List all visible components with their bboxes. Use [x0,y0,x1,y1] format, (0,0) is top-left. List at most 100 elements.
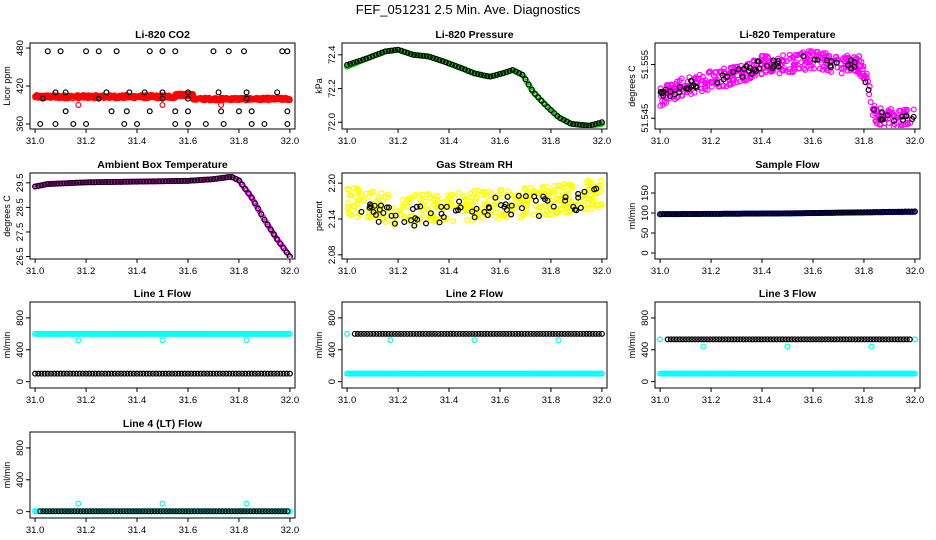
data-point [80,508,87,515]
data-point [595,120,602,127]
data-point [825,336,832,343]
data-point [531,193,538,200]
data-point [555,330,562,337]
data-point [178,370,185,377]
data-point [265,508,272,515]
data-point [405,195,412,202]
data-point [39,95,46,102]
data-point [902,208,909,215]
data-point [480,190,487,197]
data-point [573,121,580,128]
data-point [903,112,910,119]
data-point [762,210,769,217]
data-point [519,212,526,219]
data-point [500,330,507,337]
data-point [466,330,473,337]
data-point [235,108,242,115]
data-point [452,62,459,69]
data-point [773,336,780,343]
data-point [463,207,470,214]
data-point [54,370,61,377]
data-point [521,330,528,337]
plot-frame [341,42,608,130]
data-point [444,330,451,337]
x-tick-label: 32.0 [593,266,612,277]
data-point [504,193,511,200]
data-point [259,508,266,515]
data-point [563,118,570,125]
data-point [159,370,166,377]
data-point [695,76,702,83]
data-point [49,508,56,515]
data-point [573,207,580,214]
data-point [676,89,683,96]
data-point [900,336,907,343]
y-tick-label: 400 [15,342,26,358]
data-point [354,186,361,193]
data-point [248,108,255,115]
data-point [704,86,711,93]
data-point [398,47,405,54]
data-point [589,121,596,128]
data-point [811,56,818,63]
y-tick-label: 51.545 [640,104,651,133]
data-point [498,187,505,194]
data-point [854,209,861,216]
y-tick-label: 0 [640,379,651,384]
data-point [899,208,906,215]
data-point [404,330,411,337]
data-point [159,101,166,108]
x-tick-label: 31.0 [26,395,45,406]
y-tick-label: 2.20 [327,174,338,193]
data-point [549,330,556,337]
data-point [527,330,534,337]
data-point [425,330,432,337]
data-point [37,120,44,127]
data-point [248,194,255,201]
data-point [46,508,53,515]
data-point [354,330,361,337]
data-point [475,187,482,194]
data-point [543,184,550,191]
data-point [113,48,120,55]
data-point [391,330,398,337]
data-point [855,68,862,75]
data-point [803,210,810,217]
data-point [231,508,238,515]
data-point [184,120,191,127]
data-point [283,370,290,377]
data-point [406,196,413,203]
data-point [218,101,225,108]
data-point [385,204,392,211]
data-point [248,370,255,377]
data-point [682,211,689,218]
data-point [707,336,714,343]
data-point [591,197,598,204]
y-tick-label: 420 [15,78,26,94]
data-point [362,190,369,197]
data-point [577,330,584,337]
data-point [430,54,437,61]
data-point [713,336,720,343]
data-point [473,205,480,212]
data-point [220,120,227,127]
data-point [218,108,225,115]
data-point [852,336,859,343]
data-point [388,47,395,54]
data-point [880,208,887,215]
x-tick-label: 31.4 [128,525,147,536]
data-point [126,508,133,515]
data-point [478,330,485,337]
data-point [598,370,605,377]
x-tick-label: 31.8 [542,266,561,277]
data-point [682,336,689,343]
data-point [274,236,281,243]
data-point [124,178,131,185]
data-point [557,115,564,122]
data-point [873,107,880,114]
x-tick-label: 31.6 [491,395,510,406]
data-point [438,203,445,210]
data-point [121,370,128,377]
data-point [136,508,143,515]
